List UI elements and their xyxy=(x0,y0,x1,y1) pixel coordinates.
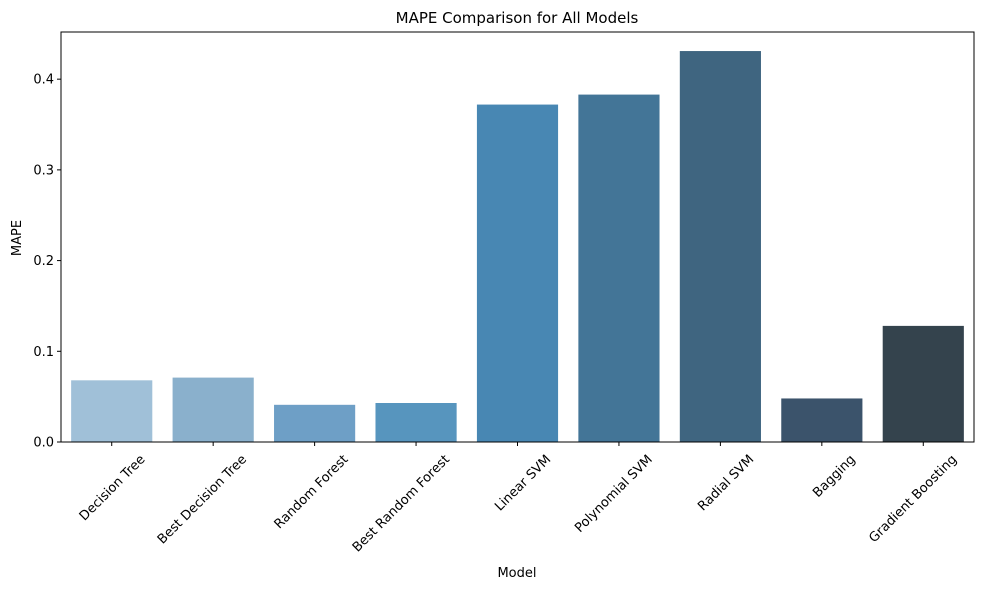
x-tick-label: Best Decision Tree xyxy=(155,452,250,547)
x-tick-label: Linear SVM xyxy=(492,452,554,514)
y-axis-ticks: 0.0 0.1 0.2 0.3 0.4 xyxy=(33,73,61,451)
bar xyxy=(172,377,254,442)
bar xyxy=(578,94,660,442)
y-tick-label: 0.1 xyxy=(33,345,54,360)
x-tick-label: Best Random Forest xyxy=(350,452,453,555)
y-tick-label: 0.2 xyxy=(33,254,54,269)
bar xyxy=(375,403,457,442)
bar xyxy=(781,398,863,442)
bars-group xyxy=(71,51,964,443)
bar xyxy=(476,104,559,442)
y-tick-label: 0.4 xyxy=(33,73,54,88)
x-tick-label: Radial SVM xyxy=(695,452,757,514)
x-tick-label: Random Forest xyxy=(272,452,352,532)
bar xyxy=(882,325,964,442)
x-tick-label: Gradient Boosting xyxy=(866,452,960,546)
bar xyxy=(679,51,761,443)
chart-title: MAPE Comparison for All Models xyxy=(396,9,639,27)
x-tick-label: Polynomial SVM xyxy=(572,452,656,536)
x-axis-label: Model xyxy=(497,566,536,581)
y-tick-label: 0.0 xyxy=(33,436,54,451)
bar xyxy=(71,380,153,442)
bar xyxy=(274,404,356,442)
plot-frame xyxy=(60,31,975,443)
x-axis-ticks: Decision Tree Best Decision Tree Random Fo… xyxy=(77,442,960,555)
y-axis-label: MAPE xyxy=(10,220,25,256)
x-tick-label: Decision Tree xyxy=(77,452,149,524)
x-tick-label: Bagging xyxy=(810,452,858,500)
y-tick-label: 0.3 xyxy=(33,163,54,178)
